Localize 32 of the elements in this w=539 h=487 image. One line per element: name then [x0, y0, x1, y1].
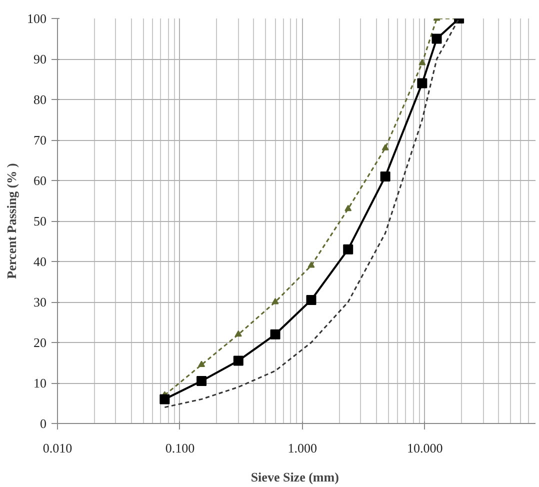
point	[417, 78, 428, 88]
x-tick-label: 0.010	[42, 440, 72, 456]
y-tick-label: 10	[34, 376, 46, 390]
point	[160, 394, 170, 404]
point	[382, 144, 389, 150]
y-tick-label: 20	[34, 335, 46, 350]
y-axis-title: Percent Passing (% )	[4, 163, 19, 279]
x-tick-label: 10.000	[407, 440, 443, 456]
point	[306, 294, 316, 305]
y-tick-label: 0	[40, 416, 46, 431]
y-tick-label: 70	[34, 132, 46, 148]
y-tick-label: 100	[27, 11, 46, 26]
y-tick-label: 30	[34, 294, 46, 310]
point	[233, 356, 244, 366]
point	[418, 59, 426, 66]
y-tick-label: 80	[34, 92, 46, 107]
point	[234, 330, 242, 337]
x-tick-label: 1.000	[288, 440, 318, 456]
x-axis-title: Sieve Size (mm)	[250, 470, 339, 484]
x-tick-label: 0.100	[165, 440, 195, 456]
point	[272, 298, 279, 304]
point	[308, 262, 315, 268]
y-tick-label: 50	[34, 214, 46, 228]
point	[196, 376, 207, 386]
point	[198, 360, 206, 368]
y-tick-label: 90	[34, 52, 46, 66]
point	[344, 204, 352, 212]
point	[380, 171, 390, 182]
y-tick-label: 60	[34, 173, 46, 188]
y-tick-label: 40	[34, 254, 46, 269]
point	[270, 329, 280, 340]
point	[343, 244, 354, 254]
